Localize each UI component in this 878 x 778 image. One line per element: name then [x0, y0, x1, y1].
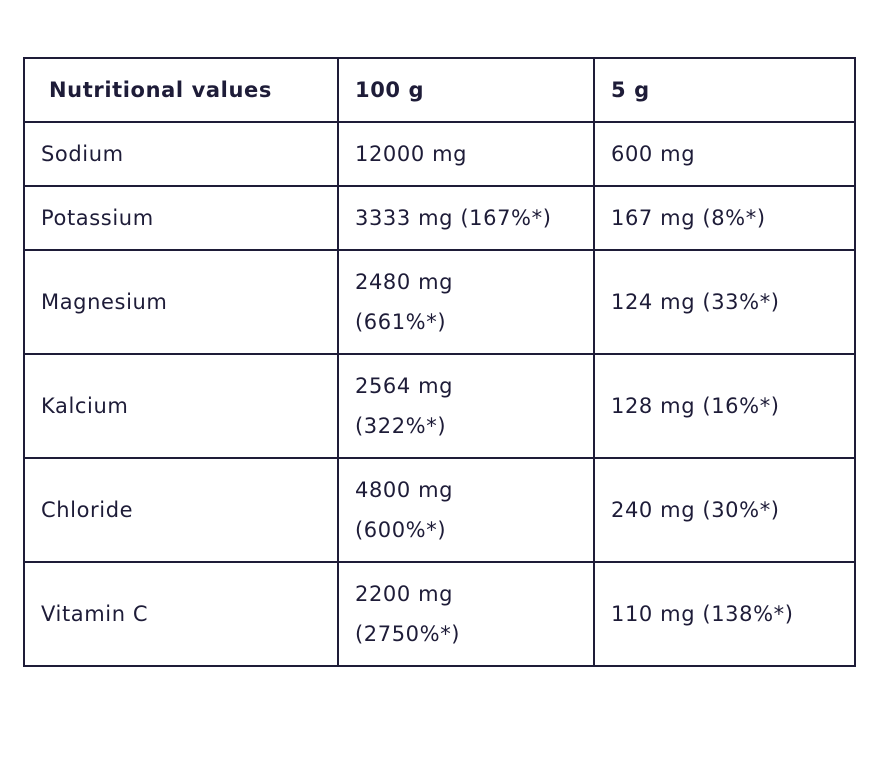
table-cell: 124 mg (33%*) — [593, 249, 856, 355]
table-cell: 167 mg (8%*) — [593, 185, 856, 251]
cell-line: 2564 mg — [355, 374, 454, 398]
table-cell: 600 mg — [593, 121, 856, 187]
cell-line: 2200 mg — [355, 582, 454, 606]
table-cell: Magnesium — [23, 249, 339, 355]
table-cell: Potassium — [23, 185, 339, 251]
table-cell: 4800 mg (600%*) — [337, 457, 595, 563]
cell-line: (600%*) — [355, 518, 447, 542]
table-cell: Vitamin C — [23, 561, 339, 667]
header-cell: 100 g — [337, 57, 595, 123]
cell-line: (661%*) — [355, 310, 447, 334]
header-cell: 5 g — [593, 57, 856, 123]
table-cell: 2564 mg (322%*) — [337, 353, 595, 459]
table-cell: Chloride — [23, 457, 339, 563]
cell-line: 4800 mg — [355, 478, 454, 502]
cell-line: (322%*) — [355, 414, 447, 438]
table-row: Chloride 4800 mg (600%*) 240 mg (30%*) — [23, 457, 856, 563]
cell-line: 2480 mg — [355, 270, 454, 294]
table-cell: Kalcium — [23, 353, 339, 459]
table-cell: 2200 mg (2750%*) — [337, 561, 595, 667]
table-row: Magnesium 2480 mg (661%*) 124 mg (33%*) — [23, 249, 856, 355]
table-cell: 240 mg (30%*) — [593, 457, 856, 563]
header-cell: Nutritional values — [23, 57, 339, 123]
table-row: Sodium 12000 mg 600 mg — [23, 121, 856, 187]
table-cell: 2480 mg (661%*) — [337, 249, 595, 355]
table-cell: 12000 mg — [337, 121, 595, 187]
table-cell: 3333 mg (167%*) — [337, 185, 595, 251]
table-cell: Sodium — [23, 121, 339, 187]
table-row: Potassium 3333 mg (167%*) 167 mg (8%*) — [23, 185, 856, 251]
table-cell: 110 mg (138%*) — [593, 561, 856, 667]
table-cell: 128 mg (16%*) — [593, 353, 856, 459]
table-row: Kalcium 2564 mg (322%*) 128 mg (16%*) — [23, 353, 856, 459]
cell-line: (2750%*) — [355, 622, 461, 646]
table-row: Vitamin C 2200 mg (2750%*) 110 mg (138%*) — [23, 561, 856, 667]
